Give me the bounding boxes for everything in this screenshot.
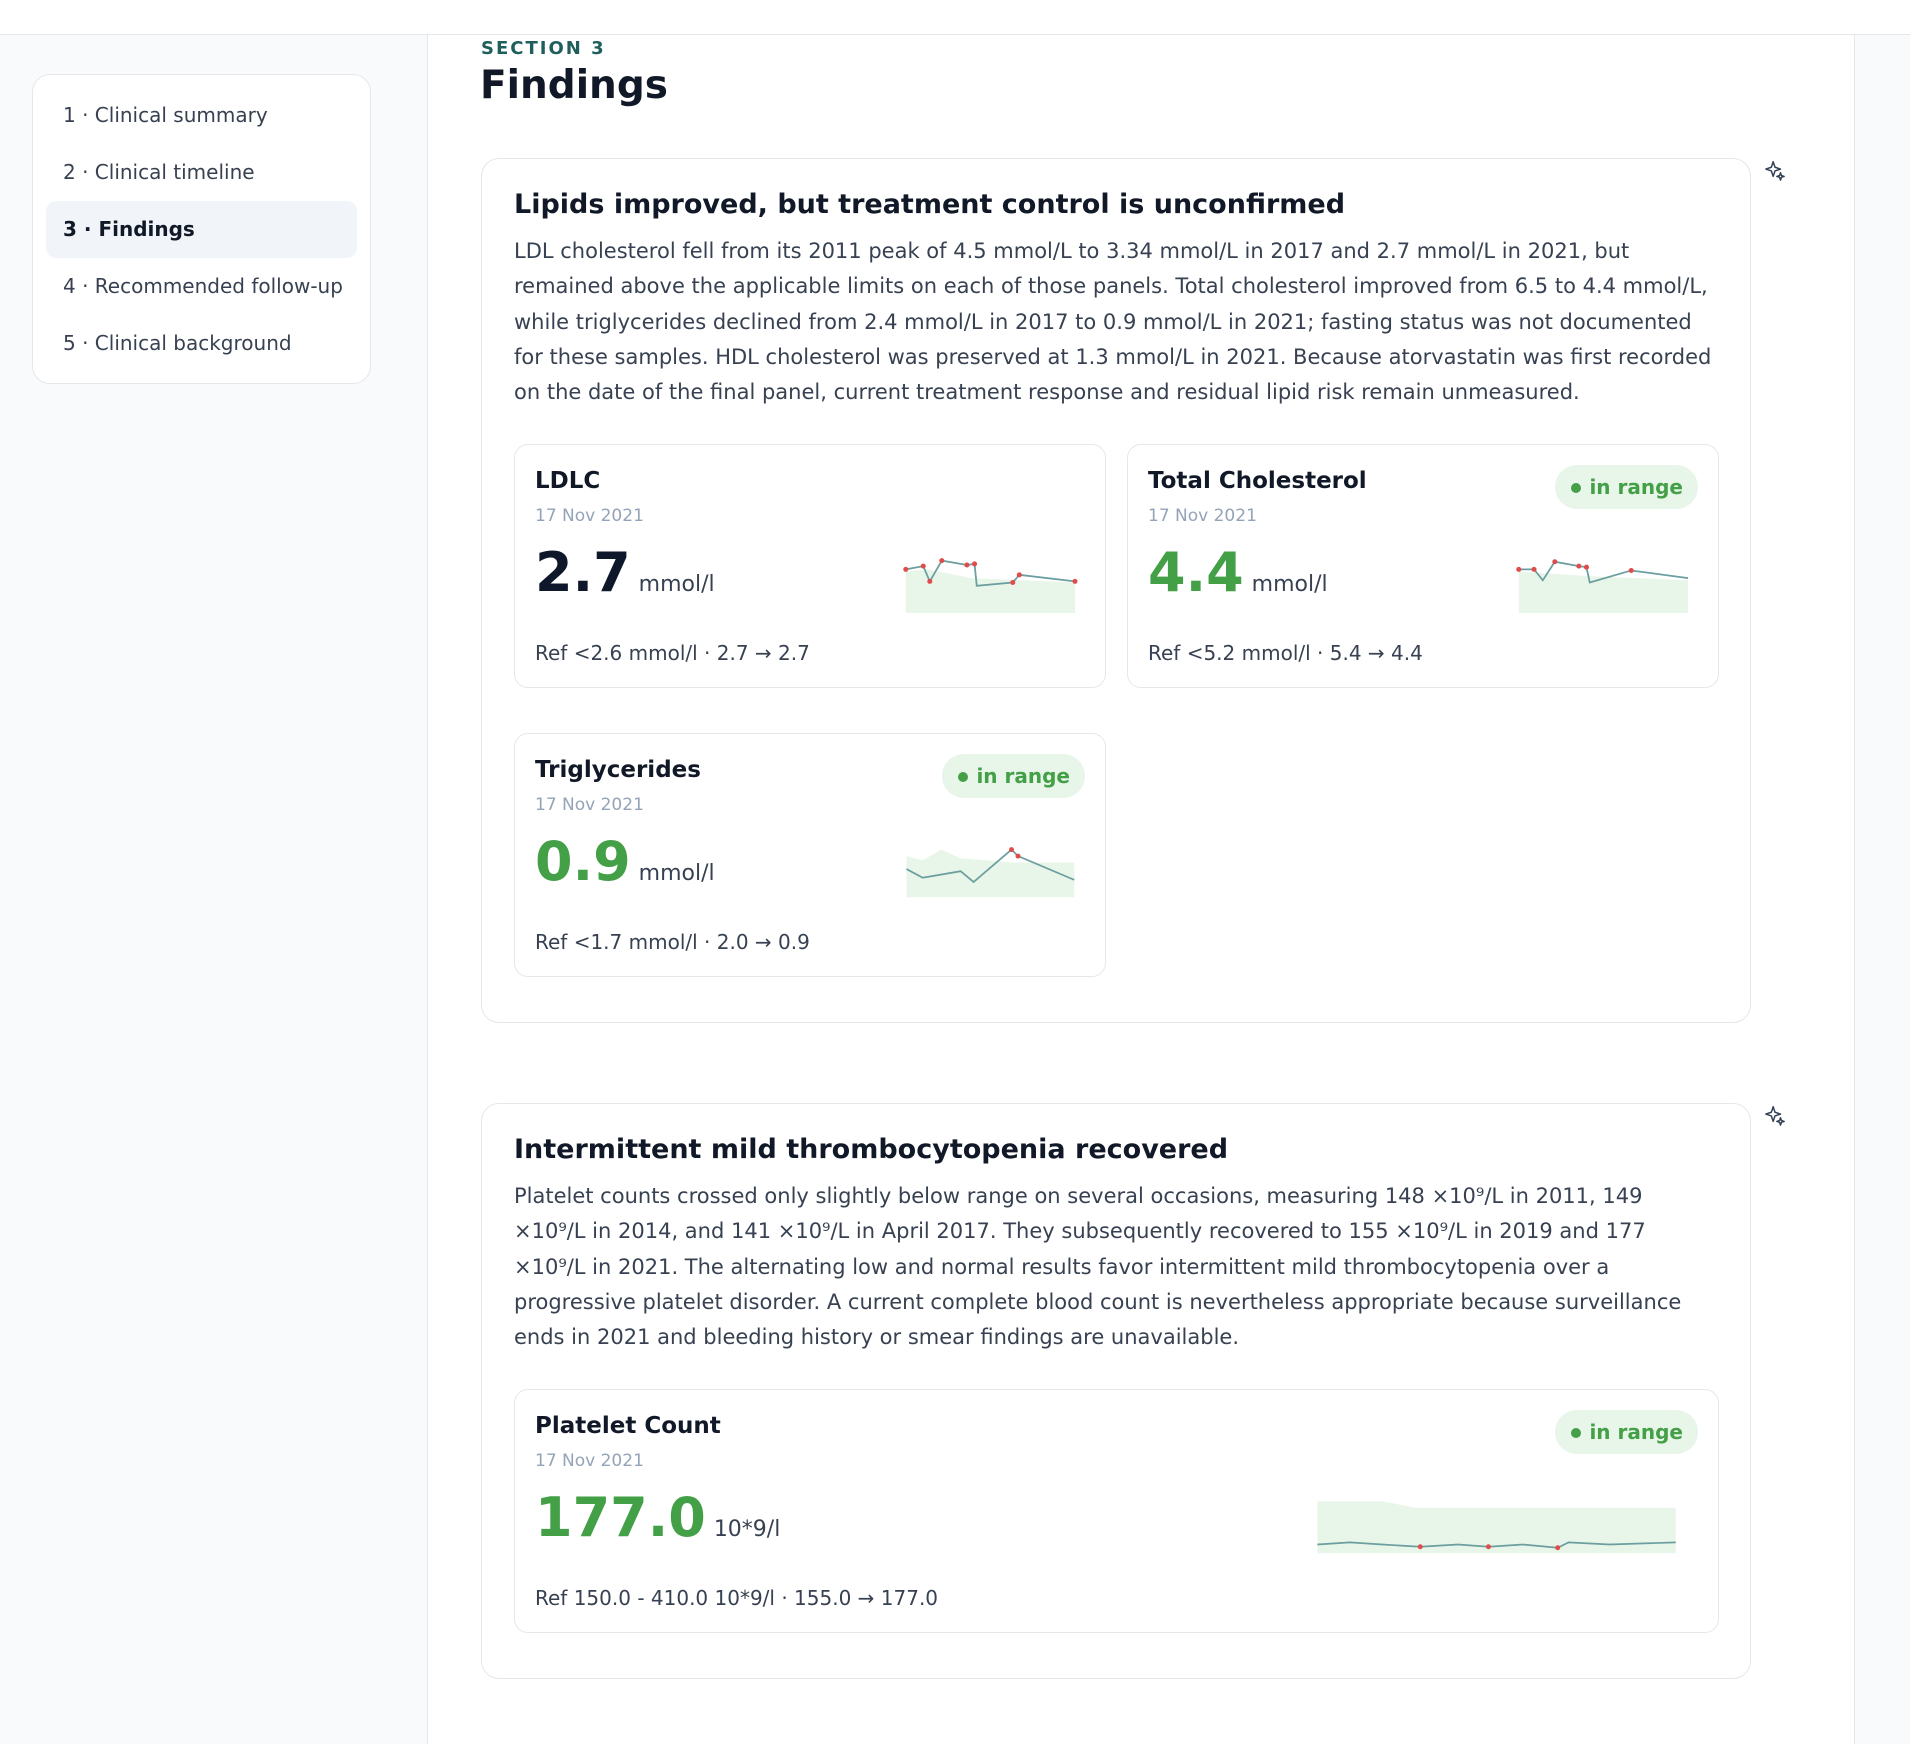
- status-badge: in range: [1555, 465, 1698, 510]
- lab-card: Total Cholesterol in range 17 Nov 2021 4.4 m…: [1127, 444, 1719, 689]
- trend-line: [905, 560, 1076, 588]
- lab-name: Total Cholesterol: [1148, 468, 1367, 495]
- section-title: Findings: [480, 63, 668, 108]
- trend-point: [1009, 847, 1015, 853]
- lab-value: 2.7 mmol/l: [535, 542, 1085, 616]
- trend-point: [964, 562, 970, 569]
- lab-date: 17 Nov 2021: [535, 795, 644, 816]
- nav-item[interactable]: 4 · Recommended follow-up: [63, 274, 343, 298]
- finding-title: Lipids improved, but treatment control i…: [514, 189, 1346, 220]
- finding-title: Intermittent mild thrombocytopenia recov…: [514, 1134, 1229, 1165]
- reference-band: [905, 569, 1076, 614]
- trend-point: [1417, 1544, 1423, 1550]
- finding-card: Lipids improved, but treatment control i…: [481, 158, 1785, 1024]
- lab-card: Triglycerides in range 17 Nov 2021 0.9 mmol/…: [514, 733, 1106, 978]
- main-content: SECTION 3 Findings Lipids improved, but …: [427, 35, 1855, 1744]
- lab-value: 0.9 mmol/l: [535, 831, 1085, 905]
- ai-icon: [1765, 1106, 1785, 1126]
- section-nav: 1 · Clinical summary 2 · Clinical timelin…: [32, 74, 371, 384]
- nav-item[interactable]: 1 · Clinical summary: [63, 103, 268, 127]
- value-number: 177.0: [535, 1486, 706, 1550]
- value-unit: mmol/l: [638, 861, 715, 887]
- reference-band: [1518, 572, 1689, 614]
- lab-reference: Ref 150.0 - 410.0 10*9/l · 155.0 → 177.0: [535, 1586, 939, 1611]
- value-number: 2.7: [535, 541, 631, 605]
- value-unit: 10*9/l: [713, 1517, 781, 1543]
- nav-item[interactable]: 5 · Clinical background: [63, 331, 292, 355]
- lab-name: Platelet Count: [535, 1413, 721, 1440]
- trend-point: [1628, 568, 1634, 574]
- sparkline: [906, 847, 1075, 898]
- top-bar: [0, 0, 1910, 35]
- lab-reference: Ref <1.7 mmol/l · 2.0 → 0.9: [535, 930, 810, 955]
- trend-point: [1010, 580, 1016, 586]
- finding-card: Intermittent mild thrombocytopenia recov…: [481, 1103, 1785, 1680]
- trend-point: [903, 567, 909, 573]
- lab-name: LDLC: [535, 468, 601, 495]
- lab-date: 17 Nov 2021: [1148, 506, 1257, 527]
- lab-date: 17 Nov 2021: [535, 1451, 644, 1472]
- card-grid: Platelet Count in range 17 Nov 2021 177.0 10…: [514, 1389, 1719, 1634]
- sparkline: [903, 558, 1078, 614]
- value-unit: mmol/l: [1251, 572, 1328, 598]
- lab-card: LDLC 17 Nov 2021 2.7 mmol/l Ref <2.6 mmol/l …: [514, 444, 1106, 689]
- trend-point: [1017, 572, 1023, 578]
- ai-icon: [1765, 161, 1785, 181]
- trend-point: [1555, 1545, 1561, 1551]
- lab-date: 17 Nov 2021: [535, 506, 644, 527]
- trend-point: [1584, 565, 1590, 571]
- trend-point: [1576, 564, 1582, 570]
- ai-icon-shape: [1765, 161, 1785, 181]
- trend-point: [1015, 854, 1021, 860]
- trend-point: [1531, 567, 1537, 573]
- value-number: 0.9: [535, 830, 631, 894]
- nav-item[interactable]: 2 · Clinical timeline: [63, 160, 255, 184]
- lab-name: Triglycerides: [535, 757, 701, 784]
- nav-item[interactable]: 3 · Findings: [46, 201, 357, 258]
- lab-value: 4.4 mmol/l: [1148, 542, 1698, 616]
- value-unit: mmol/l: [638, 572, 715, 598]
- trend-point: [1072, 579, 1078, 585]
- lab-card: Platelet Count in range 17 Nov 2021 177.0 10…: [514, 1389, 1719, 1634]
- reference-band: [906, 850, 1075, 898]
- lab-reference: Ref <2.6 mmol/l · 2.7 → 2.7: [535, 641, 810, 666]
- status-badge: in range: [1555, 1410, 1698, 1455]
- sparkline: [1516, 559, 1689, 614]
- finding-body: LDL cholesterol fell from its 2011 peak …: [514, 239, 1712, 405]
- lab-value: 177.0 10*9/l: [535, 1487, 1698, 1561]
- ai-icon-shape: [1765, 1106, 1785, 1126]
- status-badge: in range: [942, 754, 1085, 799]
- card-grid: LDLC 17 Nov 2021 2.7 mmol/l Ref <2.6 mmol/l …: [514, 444, 1719, 978]
- sparkline: [1317, 1501, 1676, 1554]
- trend-point: [939, 558, 945, 564]
- section-eyebrow: SECTION 3: [481, 38, 606, 59]
- trend-point: [927, 579, 933, 585]
- finding-body: Platelet counts crossed only slightly be…: [514, 1184, 1682, 1350]
- trend-point: [972, 561, 978, 567]
- lab-reference: Ref <5.2 mmol/l · 5.4 → 4.4: [1148, 641, 1423, 666]
- trend-point: [1552, 559, 1558, 565]
- trend-point: [1516, 567, 1522, 573]
- trend-point: [920, 564, 926, 570]
- trend-point: [1485, 1544, 1491, 1550]
- value-number: 4.4: [1148, 541, 1244, 605]
- reference-band: [1317, 1501, 1676, 1554]
